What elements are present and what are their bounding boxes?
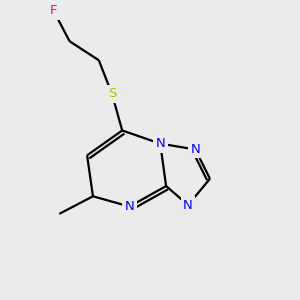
Text: N: N — [124, 200, 134, 213]
Text: N: N — [183, 199, 193, 212]
Text: N: N — [190, 143, 200, 156]
Text: N: N — [155, 137, 165, 150]
Text: S: S — [108, 87, 116, 101]
Text: F: F — [50, 4, 57, 17]
